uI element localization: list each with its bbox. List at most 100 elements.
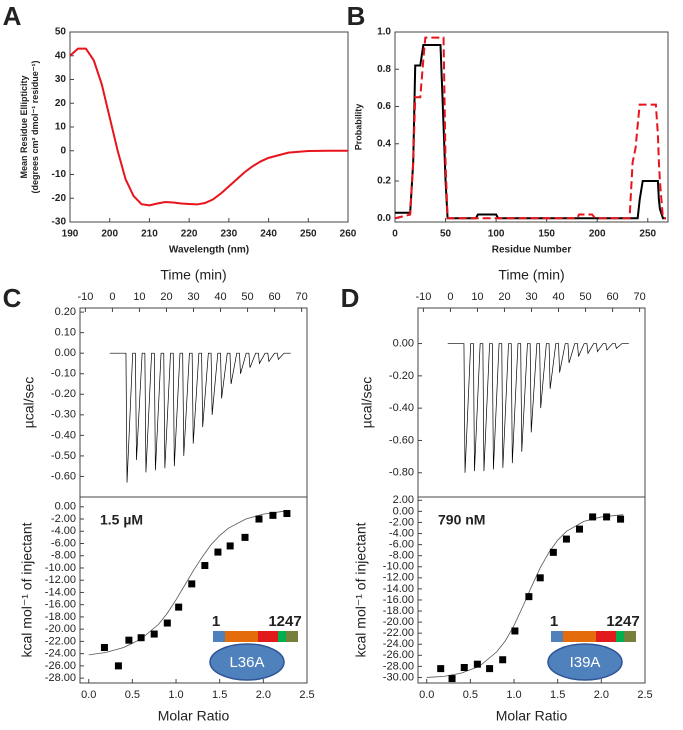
plot-frame xyxy=(394,31,669,223)
x-tick-label: 2.5 xyxy=(637,689,652,701)
y-tick-label: -16.00 xyxy=(383,594,414,606)
y-tick-label: 20 xyxy=(55,98,67,109)
y-tick-label: -20.00 xyxy=(45,623,76,635)
data-point xyxy=(473,660,481,668)
x-tick-label: 210 xyxy=(141,229,158,240)
plot-frame xyxy=(417,307,646,498)
y-tick-label: -14.00 xyxy=(45,586,76,598)
x-tick-label: 100 xyxy=(488,229,505,240)
inset-end: 1247 xyxy=(268,613,301,630)
y-tick-label: 1.0 xyxy=(377,27,391,38)
data-point xyxy=(499,656,507,664)
y-axis-label: µcal/sec xyxy=(359,377,375,429)
y-tick-label: -0.40 xyxy=(389,402,414,414)
mutant-label: I39A xyxy=(570,654,601,671)
data-point xyxy=(486,665,494,673)
data-point xyxy=(241,533,249,541)
x-tick-label: 50 xyxy=(440,229,452,240)
x-tick-label: 190 xyxy=(62,229,79,240)
domain-segment xyxy=(213,631,225,642)
x-tick-label: 40 xyxy=(552,291,564,303)
x-tick-label: 10 xyxy=(133,291,145,303)
y-tick-label: -24.00 xyxy=(383,638,414,650)
inset-start: 1 xyxy=(212,613,220,630)
x-tick-label: 70 xyxy=(295,291,307,303)
y-tick-label: -16.00 xyxy=(45,599,76,611)
data-point xyxy=(269,511,277,519)
x-tick-label: 0 xyxy=(392,229,398,240)
panel-label: A xyxy=(3,1,22,31)
data-line xyxy=(447,343,629,473)
y-tick-label: -22.00 xyxy=(383,627,414,639)
data-point xyxy=(201,562,209,570)
x-tick-label: 200 xyxy=(589,229,606,240)
x-tick-label: 260 xyxy=(340,229,357,240)
data-point xyxy=(283,510,291,518)
data-line xyxy=(395,44,666,220)
x-axis-label: Molar Ratio xyxy=(158,708,230,724)
x-tick-label: 20 xyxy=(160,291,172,303)
data-point xyxy=(562,535,570,543)
y-tick-label: -4.00 xyxy=(389,527,414,539)
y-tick-label: -0.30 xyxy=(51,409,76,421)
y-tick-label: -28.00 xyxy=(383,660,414,672)
x-axis-label: Time (min) xyxy=(160,267,226,283)
y-tick-label: 30 xyxy=(55,74,67,85)
y-tick-label: 0.4 xyxy=(377,138,391,149)
data-point xyxy=(188,580,196,588)
panel-label: B xyxy=(347,1,366,31)
x-tick-label: 0.0 xyxy=(81,689,96,701)
x-axis-label: Wavelength (nm) xyxy=(169,245,249,256)
plot-frame xyxy=(79,496,308,684)
x-tick-label: 220 xyxy=(181,229,198,240)
mutant-ellipse xyxy=(209,643,285,681)
plot-frame xyxy=(417,496,646,684)
y-axis-label: Mean Residue Ellipticity xyxy=(19,75,29,178)
domain-segment xyxy=(225,631,258,642)
y-tick-label: 0.10 xyxy=(55,327,76,339)
mutant-ellipse xyxy=(547,643,623,681)
data-point xyxy=(576,525,584,533)
x-tick-label: 150 xyxy=(538,229,555,240)
x-tick-label: 50 xyxy=(579,291,591,303)
domain-segment xyxy=(596,631,616,642)
domain-segment xyxy=(278,631,286,642)
annotation: 790 nM xyxy=(438,512,485,528)
x-tick-label: 1.0 xyxy=(506,689,521,701)
y-axis-label: (degrees cm² dmol⁻¹ residue⁻¹) xyxy=(30,60,40,193)
x-tick-label: 30 xyxy=(525,291,537,303)
domain-segment xyxy=(258,631,278,642)
x-tick-label: -10 xyxy=(77,291,93,303)
annotation: 1.5 µM xyxy=(100,512,143,528)
x-tick-label: 10 xyxy=(471,291,483,303)
y-tick-label: -0.60 xyxy=(389,434,414,446)
y-tick-label: -0.10 xyxy=(51,368,76,380)
x-tick-label: 60 xyxy=(606,291,618,303)
y-tick-label: -6.00 xyxy=(389,539,414,551)
y-tick-label: -0.50 xyxy=(51,450,76,462)
y-tick-label: -26.00 xyxy=(45,660,76,672)
inset-start: 1 xyxy=(550,613,558,630)
x-tick-label: 20 xyxy=(498,291,510,303)
y-tick-label: 0.0 xyxy=(377,213,391,224)
x-tick-label: 1.0 xyxy=(168,689,183,701)
y-axis-label: Probability xyxy=(353,104,363,151)
y-tick-label: -14.00 xyxy=(383,583,414,595)
y-tick-label: 0.6 xyxy=(377,101,391,112)
y-tick-label: -28.00 xyxy=(45,672,76,684)
y-axis-label: µcal/sec xyxy=(21,377,37,429)
x-tick-label: 30 xyxy=(187,291,199,303)
y-tick-label: -20 xyxy=(52,193,67,204)
data-point xyxy=(163,619,171,627)
data-point xyxy=(214,548,222,556)
x-tick-label: -10 xyxy=(415,291,431,303)
y-tick-label: -12.00 xyxy=(45,574,76,586)
domain-segment xyxy=(624,631,636,642)
y-tick-label: 2.00 xyxy=(393,494,414,506)
x-tick-label: 50 xyxy=(241,291,253,303)
data-point xyxy=(125,636,133,644)
data-point xyxy=(525,593,533,601)
y-tick-label: 0.00 xyxy=(55,347,76,359)
data-line xyxy=(394,36,666,220)
